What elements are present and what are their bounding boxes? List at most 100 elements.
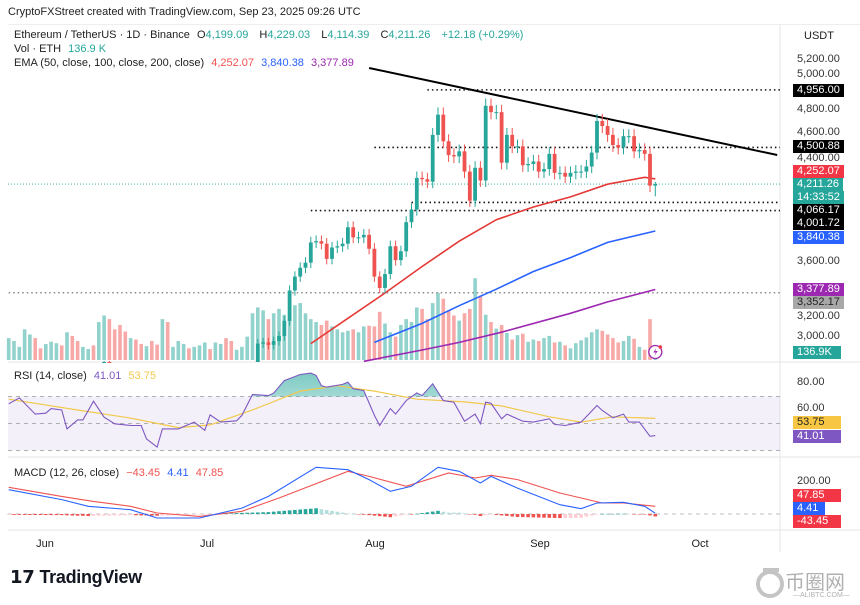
macd-histogram-bar [526, 514, 530, 518]
volume-bar [595, 329, 599, 360]
candle-body [409, 209, 414, 223]
legend-ohlc: Ethereum / TetherUS · 1D · Binance O4,19… [14, 29, 524, 41]
macd-histogram-bar [611, 513, 615, 515]
candle-body [346, 227, 350, 244]
volume-bar [563, 345, 567, 360]
candle-body [489, 105, 493, 113]
volume-bar [134, 339, 138, 360]
level-label-3352: 3,352.17 [793, 296, 844, 309]
candle-body [600, 120, 605, 127]
candle-body [510, 134, 515, 147]
price-tick: 3,200.00 [797, 310, 840, 322]
volume-bar [446, 310, 451, 360]
volume-bar [44, 343, 48, 360]
volume-bar [648, 319, 652, 360]
lightning-bolt [653, 348, 658, 356]
volume-bar [208, 349, 212, 360]
volume-bar [97, 322, 101, 360]
ema100-label: 3,840.38 [793, 231, 844, 244]
rsi-overbought-fill [8, 373, 656, 397]
volume-bar [579, 340, 583, 360]
volume-bar [261, 310, 265, 360]
candle-body [616, 145, 621, 148]
open-value: 4,199.09 [205, 29, 249, 41]
macd-histogram-bar [536, 514, 541, 518]
macd-histogram-bar [118, 514, 122, 516]
candle-body [584, 166, 589, 172]
macd-histogram-bar [86, 514, 90, 517]
volume-value: 136.9 K [68, 43, 107, 55]
volume-bar [483, 314, 488, 360]
macd-histogram-bar [65, 514, 69, 516]
macd-histogram-bar [383, 514, 387, 517]
volume-bar [112, 329, 117, 360]
candle-body [457, 151, 462, 157]
volume-bar [107, 319, 112, 360]
volume-bar [616, 342, 620, 360]
macd-histogram-bar [404, 514, 408, 515]
macd-histogram-bar [59, 514, 64, 516]
candle-body [351, 227, 356, 238]
volume-bar [478, 295, 483, 360]
macd-histogram-bar [642, 514, 647, 515]
legend-rsi: RSI (14, close) 41.01 53.75 [14, 370, 156, 382]
symbol-title: Ethereum / TetherUS · 1D · Binance [14, 29, 190, 41]
macd-tick: 200.00 [797, 475, 831, 487]
volume-bar [515, 335, 520, 360]
candle-body [319, 241, 324, 244]
volume-bar [314, 322, 318, 360]
macd-histogram-bar [303, 509, 308, 514]
price-tick: 4,800.00 [797, 103, 840, 115]
candle-body [340, 243, 345, 247]
macd-histogram-bar [579, 514, 583, 518]
volume-bar [441, 298, 446, 360]
price-tick: 5,200.00 [797, 53, 840, 65]
volume-bar [171, 346, 175, 360]
macd-histogram-bar [393, 514, 398, 517]
candle-body [436, 114, 440, 135]
price-tick: 3,000.00 [797, 330, 840, 342]
volume-bar [123, 331, 128, 360]
candle-body [648, 153, 652, 186]
macd-histogram-bar [250, 512, 255, 514]
ema50-label: 4,252.07 [793, 165, 844, 178]
month-label: Jul [199, 538, 215, 550]
candle-body [372, 248, 377, 277]
candle-body [536, 161, 541, 172]
macd-histogram-bar [17, 514, 22, 515]
volume-bar [65, 332, 69, 360]
volume-bar [510, 339, 514, 360]
macd-histogram-bar [271, 511, 276, 514]
candle-body [563, 172, 568, 177]
macd-histogram-bar [632, 514, 636, 515]
month-label: Oct [691, 538, 709, 550]
volume-bar [521, 333, 525, 360]
volume-bar [473, 278, 477, 360]
candle-body [573, 171, 578, 173]
volume-bar [224, 338, 228, 360]
volume-bar [118, 324, 122, 360]
price-tick: 3,600.00 [797, 255, 840, 267]
volume-bar [330, 326, 334, 360]
volume-label: 136.9K [793, 346, 841, 359]
macd-histogram-bar [54, 514, 59, 516]
macd-histogram-bar [436, 510, 440, 514]
volume-bar [298, 303, 302, 360]
macd-histogram-bar [33, 514, 37, 515]
volume-bar [38, 348, 43, 360]
candle-body [558, 172, 562, 174]
watermark-coin-icon [756, 568, 784, 598]
macd-histogram-bar [399, 514, 403, 516]
macd-histogram-bar [616, 513, 620, 515]
volume-bar [505, 332, 509, 360]
tradingview-logo: 𝟭𝟳 TradingView [10, 567, 142, 587]
macd-histogram-bar [234, 513, 239, 514]
volume-bar [75, 341, 80, 360]
candle-body [356, 237, 361, 239]
macd-histogram-bar [420, 513, 424, 514]
candle-body [441, 114, 446, 142]
macd-signal-line [8, 470, 656, 517]
candle-body [367, 234, 371, 249]
volume-bar [335, 329, 340, 360]
